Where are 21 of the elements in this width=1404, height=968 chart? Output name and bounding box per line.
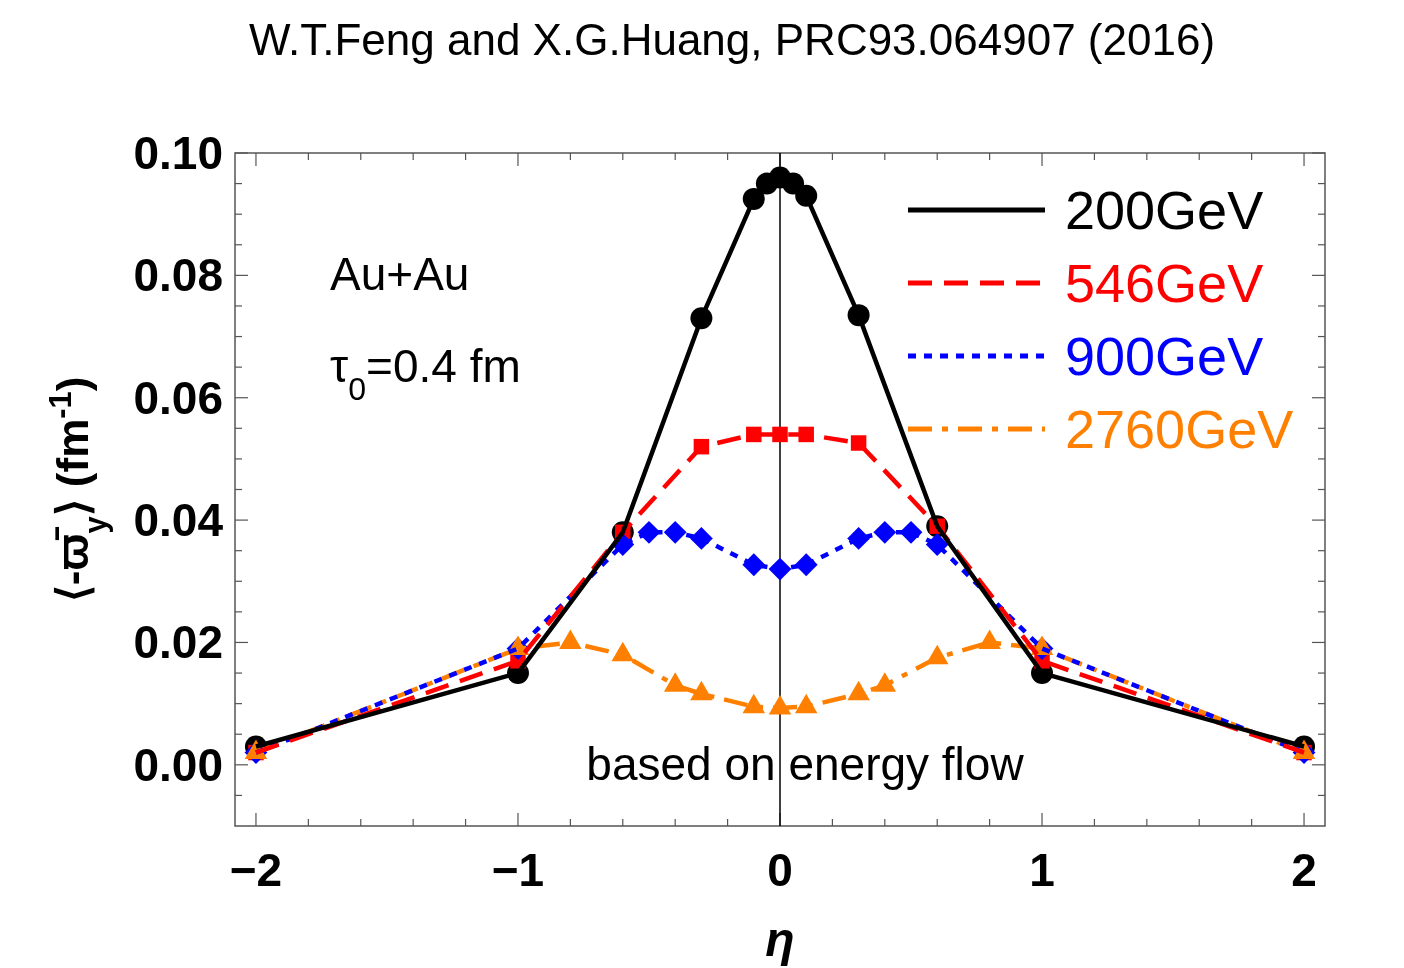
chart-title: W.T.Feng and X.G.Huang, PRC93.064907 (2016): [248, 15, 1216, 64]
y-tick-label: 0.04: [133, 494, 224, 547]
x-tick-label: 1: [1029, 844, 1055, 896]
y-tick-label: 0.00: [133, 738, 223, 791]
point: [772, 426, 788, 443]
legend-label: 900GeV: [1065, 326, 1264, 386]
y-tick-label: 0.06: [133, 371, 223, 424]
annotation: Au+Au: [330, 248, 470, 300]
y-tick-label: 0.10: [133, 127, 223, 179]
annotation: based on energy flow: [586, 738, 1025, 790]
x-tick-label: 0: [767, 844, 793, 896]
legend-label: 546GeV: [1065, 253, 1264, 313]
x-axis-title: η: [765, 913, 795, 966]
x-tick-label: −2: [229, 844, 283, 896]
legend-label: 2760GeV: [1065, 399, 1294, 459]
annotation: τ$_{0}$=0.4 fm: [330, 340, 521, 407]
legend-label: 200GeV: [1065, 180, 1264, 240]
y-tick-label: 0.02: [133, 616, 223, 669]
y-tick-label: 0.08: [133, 249, 223, 302]
x-tick-label: 2: [1291, 844, 1317, 896]
x-tick-label: −1: [491, 844, 545, 896]
